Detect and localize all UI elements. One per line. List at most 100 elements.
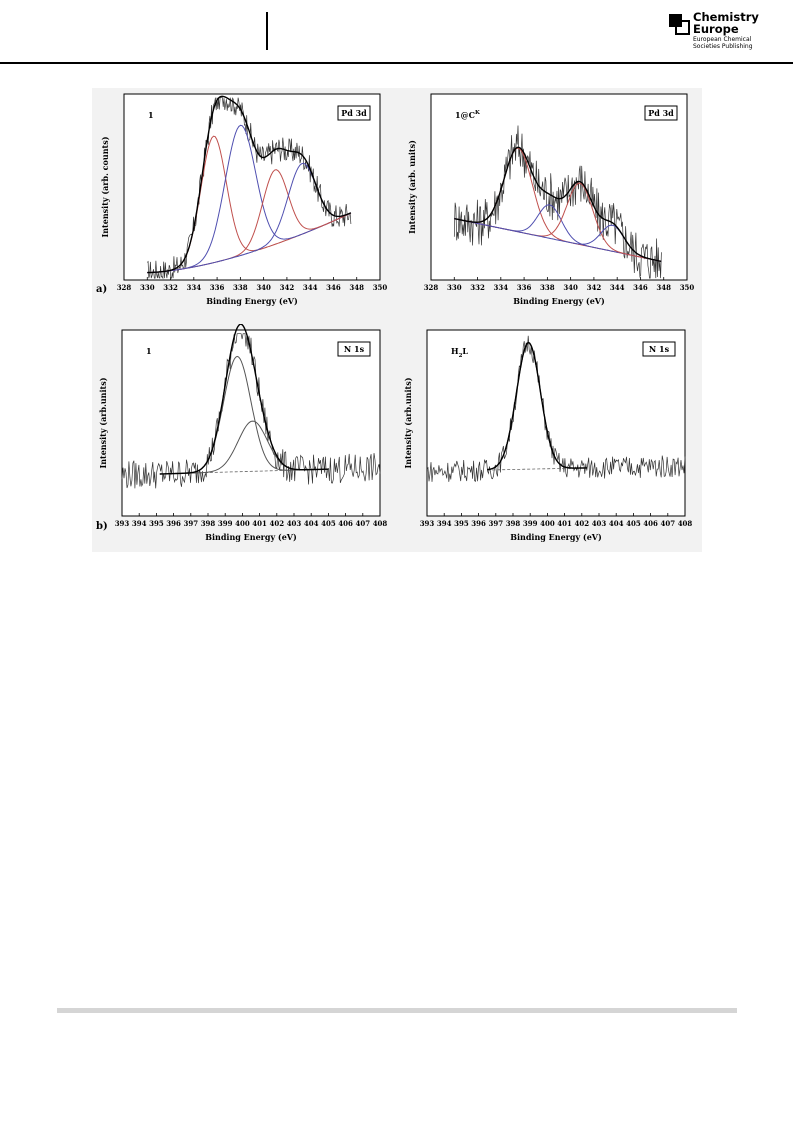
plot-frame bbox=[123, 93, 381, 281]
x-tick-label: 350 bbox=[680, 283, 695, 292]
sample-label: 1 bbox=[146, 346, 152, 356]
chart-n1s-sample-1: 393 394 395 396 397 398 399 400 401 402 403 404 405 4… bbox=[98, 324, 388, 542]
region-badge bbox=[644, 105, 678, 121]
region-badge-label: Pd 3d bbox=[648, 108, 674, 118]
x-tick-label: 401 bbox=[252, 519, 267, 528]
x-tick-label: 332 bbox=[470, 283, 485, 292]
x-tick-label: 402 bbox=[269, 519, 284, 528]
x-tick-label: 407 bbox=[355, 519, 370, 528]
bottom-rule bbox=[57, 1008, 737, 1013]
raw-spectrum-line bbox=[453, 125, 662, 279]
region-badge bbox=[337, 105, 371, 121]
x-tick-label: 408 bbox=[373, 519, 388, 528]
x-tick-label: 328 bbox=[117, 283, 132, 292]
xps-figure: 328 330 332 334 336 338 340 342 344 346 348 350 Bind… bbox=[92, 88, 702, 552]
region-badge bbox=[337, 341, 371, 357]
x-tick-label: 398 bbox=[201, 519, 216, 528]
region-badge-label: N 1s bbox=[649, 344, 670, 354]
x-tick-label: 407 bbox=[660, 519, 675, 528]
background-line bbox=[487, 467, 588, 471]
brand-line2: Europe bbox=[693, 22, 739, 36]
x-tick-label: 396 bbox=[166, 519, 181, 528]
x-tick-label: 397 bbox=[183, 519, 198, 528]
x-tick-label: 399 bbox=[218, 519, 233, 528]
x-tick-label: 336 bbox=[210, 283, 225, 292]
x-tick-label: 394 bbox=[132, 519, 147, 528]
region-badge-label: Pd 3d bbox=[341, 108, 367, 118]
x-tick-label: 405 bbox=[321, 519, 336, 528]
x-tick-label: 393 bbox=[420, 519, 435, 528]
x-tick-label: 340 bbox=[563, 283, 578, 292]
x-axis-title: Binding Energy (eV) bbox=[513, 296, 605, 306]
x-axis-title: Binding Energy (eV) bbox=[205, 532, 297, 542]
x-tick-label: 395 bbox=[454, 519, 469, 528]
y-axis-title: Intensity (arb. units) bbox=[407, 140, 417, 234]
header-divider bbox=[266, 12, 268, 50]
x-tick-label: 396 bbox=[471, 519, 486, 528]
x-tick-label: 332 bbox=[163, 283, 178, 292]
x-tick-label: 342 bbox=[587, 283, 602, 292]
sample-label: 1@CK bbox=[455, 110, 480, 120]
x-tick-label: 334 bbox=[187, 283, 202, 292]
x-tick-label: 340 bbox=[256, 283, 271, 292]
raw-spectrum-line bbox=[147, 97, 352, 280]
fit-envelope bbox=[487, 341, 587, 471]
plot-frame bbox=[121, 329, 381, 517]
x-tick-label: 330 bbox=[447, 283, 462, 292]
header-rule bbox=[0, 62, 793, 64]
raw-spectrum-line bbox=[426, 335, 686, 482]
x-tick-label: 400 bbox=[540, 519, 555, 528]
brand-line1: Chemistry bbox=[693, 10, 759, 24]
sample-label: H2L bbox=[451, 346, 468, 359]
x-tick-label: 330 bbox=[140, 283, 155, 292]
x-tick-label: 346 bbox=[326, 283, 341, 292]
x-tick-label: 344 bbox=[303, 283, 318, 292]
x-tick-label: 336 bbox=[517, 283, 532, 292]
x-tick-label: 398 bbox=[506, 519, 521, 528]
y-axis-title: Intensity (arb.units) bbox=[403, 377, 413, 468]
x-tick-label: 338 bbox=[540, 283, 555, 292]
x-tick-label: 328 bbox=[424, 283, 439, 292]
x-tick-label: 397 bbox=[488, 519, 503, 528]
region-badge bbox=[642, 341, 676, 357]
x-tick-label: 344 bbox=[610, 283, 625, 292]
chemistry-europe-logo[interactable]: Chemistry Europe European Chemical Socie… bbox=[668, 11, 778, 55]
x-axis-title: Binding Energy (eV) bbox=[510, 532, 602, 542]
brand-sub1: European Chemical bbox=[693, 36, 752, 43]
x-tick-label: 393 bbox=[115, 519, 130, 528]
chart-pd3d-sample-1-at-ck: 328 330 332 334 336 338 340 342 344 346 348 350 Bind… bbox=[407, 93, 695, 306]
plot-frame bbox=[430, 93, 688, 281]
x-tick-label: 408 bbox=[678, 519, 693, 528]
brand-title: Chemistry Europe bbox=[693, 11, 778, 35]
region-badge-label: N 1s bbox=[344, 344, 365, 354]
x-tick-label: 348 bbox=[656, 283, 671, 292]
x-tick-label: 403 bbox=[592, 519, 607, 528]
x-tick-label: 402 bbox=[574, 519, 589, 528]
x-tick-label: 400 bbox=[235, 519, 250, 528]
x-tick-label: 404 bbox=[304, 519, 319, 528]
x-tick-label: 395 bbox=[149, 519, 164, 528]
x-tick-label: 346 bbox=[633, 283, 648, 292]
chart-n1s-sample-h2l: 393 394 395 396 397 398 399 400 401 402 403 404 405 4… bbox=[403, 329, 693, 542]
row-a-label: a) bbox=[96, 284, 108, 295]
chemistry-europe-icon bbox=[669, 14, 690, 35]
x-tick-label: 401 bbox=[557, 519, 572, 528]
brand-subtitle: European Chemical Societies Publishing bbox=[693, 36, 783, 50]
raw-spectrum-line bbox=[121, 333, 381, 489]
x-tick-label: 406 bbox=[338, 519, 353, 528]
fit-envelope bbox=[454, 146, 662, 263]
sample-label-subscript: 2 bbox=[459, 353, 463, 359]
x-tick-label: 338 bbox=[233, 283, 248, 292]
brand-sub2: Societies Publishing bbox=[693, 43, 753, 50]
row-b-label: b) bbox=[96, 521, 108, 532]
x-tick-label: 342 bbox=[280, 283, 295, 292]
x-tick-label: 405 bbox=[626, 519, 641, 528]
chart-pd3d-sample-1: 328 330 332 334 336 338 340 342 344 346 348 350 Bind… bbox=[100, 93, 387, 306]
fit-envelope bbox=[147, 95, 352, 274]
y-axis-title: Intensity (arb.units) bbox=[98, 377, 108, 468]
sample-label-tail: L bbox=[462, 346, 468, 356]
x-tick-label: 394 bbox=[437, 519, 452, 528]
x-tick-label: 334 bbox=[494, 283, 509, 292]
x-axis-title: Binding Energy (eV) bbox=[206, 296, 298, 306]
x-tick-label: 403 bbox=[287, 519, 302, 528]
